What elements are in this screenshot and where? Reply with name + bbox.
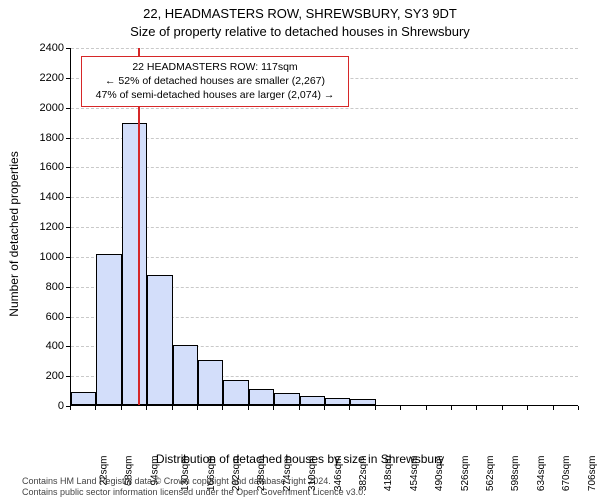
y-tick-mark [66,376,70,377]
x-tick-label: 58sqm [124,456,135,486]
histogram-bar [122,123,147,405]
y-tick-mark [66,138,70,139]
y-tick-label: 600 [24,312,64,323]
x-tick-label: 706sqm [587,456,598,492]
y-tick-label: 1000 [24,252,64,263]
x-tick-mark [172,406,173,410]
x-tick-label: 454sqm [409,456,420,492]
y-tick-label: 2000 [24,103,64,114]
x-tick-mark [70,406,71,410]
x-tick-mark [400,406,401,410]
histogram-bar [325,398,350,405]
annotation-line-1: 22 HEADMASTERS ROW: 117sqm [88,60,342,74]
x-tick-mark [349,406,350,410]
y-tick-label: 2400 [24,43,64,54]
y-tick-label: 0 [24,401,64,412]
histogram-bar [147,275,172,405]
x-tick-label: 382sqm [358,456,369,492]
x-tick-label: 526sqm [460,456,471,492]
x-tick-label: 490sqm [434,456,445,492]
x-tick-mark [121,406,122,410]
x-tick-label: 310sqm [307,456,318,492]
x-tick-mark [324,406,325,410]
x-tick-mark [578,406,579,410]
annotation-line-3: 47% of semi-detached houses are larger (… [88,88,342,102]
y-tick-mark [66,167,70,168]
y-tick-label: 1600 [24,162,64,173]
histogram-bar [173,345,198,405]
histogram-bar [300,396,325,405]
y-tick-mark [66,227,70,228]
property-annotation-box: 22 HEADMASTERS ROW: 117sqm ← 52% of deta… [81,56,349,107]
x-tick-mark [527,406,528,410]
y-tick-mark [66,317,70,318]
x-tick-label: 130sqm [180,456,191,492]
histogram-bar [198,360,223,405]
x-tick-label: 274sqm [282,456,293,492]
x-tick-mark [476,406,477,410]
x-tick-label: 670sqm [561,456,572,492]
x-tick-mark [451,406,452,410]
histogram-plot-area: 22 HEADMASTERS ROW: 117sqm ← 52% of deta… [70,48,578,406]
x-tick-mark [248,406,249,410]
y-tick-label: 400 [24,341,64,352]
y-axis-label: Number of detached properties [7,151,21,316]
gridline [71,48,578,49]
x-tick-label: 166sqm [206,456,217,492]
y-tick-mark [66,78,70,79]
x-tick-mark [95,406,96,410]
x-tick-mark [553,406,554,410]
x-tick-label: 22sqm [99,456,110,486]
x-tick-label: 418sqm [383,456,394,492]
y-tick-mark [66,48,70,49]
x-tick-mark [299,406,300,410]
x-tick-label: 346sqm [333,456,344,492]
y-tick-mark [66,287,70,288]
x-tick-label: 598sqm [510,456,521,492]
histogram-bar [274,393,299,405]
y-tick-mark [66,346,70,347]
y-tick-mark [66,108,70,109]
y-tick-label: 800 [24,282,64,293]
x-tick-mark [273,406,274,410]
annotation-line-2: ← 52% of detached houses are smaller (2,… [88,74,342,88]
y-tick-label: 200 [24,371,64,382]
x-tick-mark [146,406,147,410]
x-tick-label: 238sqm [256,456,267,492]
chart-address-title: 22, HEADMASTERS ROW, SHREWSBURY, SY3 9DT [0,6,600,21]
y-tick-label: 2200 [24,73,64,84]
histogram-bar [96,254,121,405]
histogram-bar [249,389,274,405]
y-tick-mark [66,197,70,198]
gridline [71,108,578,109]
y-tick-label: 1800 [24,133,64,144]
x-tick-mark [197,406,198,410]
chart-subtitle: Size of property relative to detached ho… [0,24,600,39]
x-tick-mark [426,406,427,410]
y-tick-label: 1200 [24,222,64,233]
x-tick-mark [222,406,223,410]
histogram-bar [223,380,248,405]
histogram-bar [71,392,96,405]
x-tick-label: 202sqm [231,456,242,492]
x-tick-mark [502,406,503,410]
x-tick-label: 94sqm [149,456,160,486]
y-tick-label: 1400 [24,192,64,203]
x-tick-label: 562sqm [485,456,496,492]
x-tick-mark [375,406,376,410]
x-tick-label: 634sqm [536,456,547,492]
y-tick-mark [66,257,70,258]
histogram-bar [350,399,375,405]
